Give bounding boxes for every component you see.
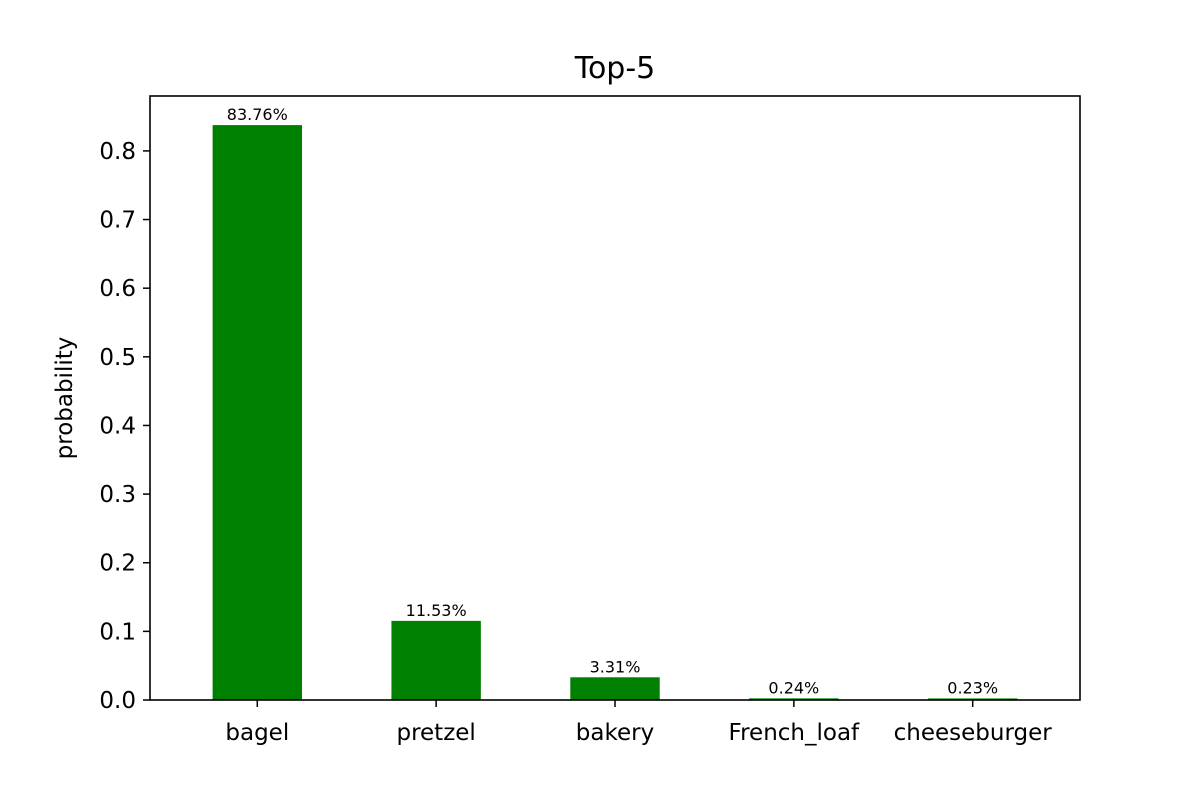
data-label: 3.31%	[590, 657, 641, 676]
y-axis-label: probability	[52, 337, 78, 460]
plot-frame	[149, 95, 1081, 701]
y-tick-label: 0.7	[99, 208, 136, 234]
y-tick-label: 0.5	[99, 345, 136, 371]
x-tick-label: bagel	[225, 720, 289, 746]
x-tick-label: French_loaf	[729, 720, 861, 746]
data-label: 0.23%	[947, 678, 998, 697]
data-labels-group: 83.76% 11.53% 3.31% 0.24% 0.23%	[227, 105, 998, 697]
y-tick-label: 0.8	[99, 139, 136, 165]
bar-pretzel	[391, 620, 481, 700]
y-tick-label: 0.1	[99, 619, 136, 645]
chart-title: Top-5	[574, 51, 656, 86]
y-tick-label: 0.4	[99, 413, 136, 439]
bar-bakery	[570, 677, 660, 700]
y-tick-label: 0.0	[99, 688, 136, 714]
bar-bagel	[212, 125, 303, 701]
x-tick-label: bakery	[576, 720, 654, 746]
y-axis-ticks: 0.0 0.1 0.2 0.3 0.4 0.5 0.6 0.7 0.8	[99, 139, 150, 714]
bars-group	[212, 125, 1018, 701]
data-label: 11.53%	[406, 601, 467, 620]
bar-french-loaf	[749, 698, 839, 700]
y-tick-label: 0.3	[99, 482, 136, 508]
x-tick-label: pretzel	[396, 720, 475, 746]
y-tick-label: 0.6	[99, 276, 136, 302]
x-axis-ticks: bagel pretzel bakery French_loaf cheeseburge…	[225, 700, 1052, 746]
data-label: 0.24%	[768, 678, 819, 697]
y-tick-label: 0.2	[99, 551, 136, 577]
data-label: 83.76%	[227, 105, 288, 124]
x-tick-label: cheeseburger	[894, 720, 1053, 746]
